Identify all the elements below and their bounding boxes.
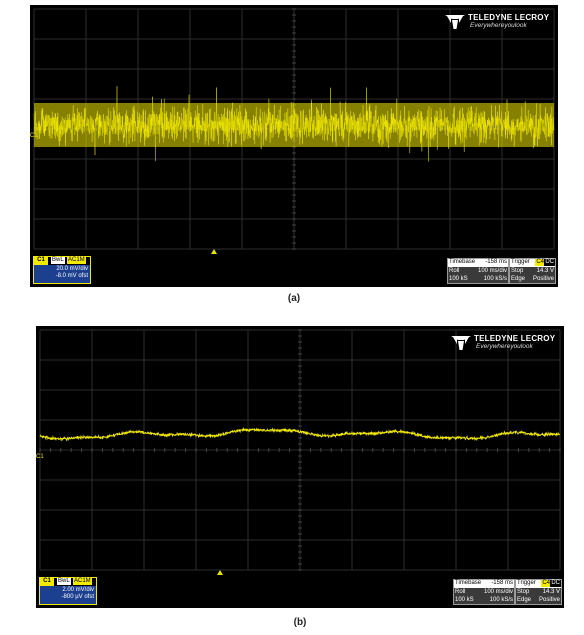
channel-name: C1 xyxy=(34,257,48,265)
vertical-scale: 2.00 mV/div xyxy=(62,587,94,593)
channel-marker: C1 xyxy=(30,133,38,139)
brand-logo: TELEDYNE LECROY Everywhereyoulook xyxy=(444,13,552,35)
trigger-position-marker xyxy=(217,570,223,575)
channel-descriptor[interactable]: C1 BwL AC1M 2.00 mV/div -800 µV ofst xyxy=(39,577,97,605)
trigger-position-marker xyxy=(211,249,217,254)
vertical-scale: 20.0 mV/div xyxy=(56,266,88,272)
timebase-descriptor[interactable]: Timebase -158 ms Roll 100 ms/div 100 kS … xyxy=(447,258,509,284)
figure-caption-b: (b) xyxy=(293,617,307,628)
trigger-coupling: DC xyxy=(544,259,555,266)
trigger-type: Edge xyxy=(517,597,532,603)
trigger-descriptor[interactable]: Trigger C4 DC Stop 14.3 V Edge Positive xyxy=(515,579,562,605)
trigger-level: 14.3 V xyxy=(536,268,554,274)
brand-logo: TELEDYNE LECROY Everywhereyoulook xyxy=(450,334,558,356)
figure-caption-a: (a) xyxy=(287,293,301,304)
sample-rate: 100 kS/s xyxy=(483,276,507,282)
brand-tagline: Everywhereyoulook xyxy=(476,343,533,350)
timebase-descriptor[interactable]: Timebase -158 ms Roll 100 ms/div 100 kS … xyxy=(453,579,515,605)
brand-name: TELEDYNE LECROY xyxy=(468,13,550,22)
channel-descriptor-header: C1 BwL AC1M xyxy=(34,257,90,265)
trigger-descriptor[interactable]: Trigger C4 DC Stop 14.3 V Edge Positive xyxy=(509,258,556,284)
coupling-badge: AC1M xyxy=(67,257,86,264)
bandwidth-limit-badge: BwL xyxy=(51,257,65,264)
vertical-offset: -800 µV ofst xyxy=(61,594,94,600)
timebase-delay: -158 ms xyxy=(485,259,507,265)
coupling-badge: AC1M xyxy=(73,578,92,585)
teledyne-logo-icon xyxy=(451,336,471,350)
bandwidth-limit-badge: BwL xyxy=(57,578,71,585)
timebase-label: Timebase xyxy=(449,259,476,265)
graticule xyxy=(39,329,561,571)
trigger-slope: Positive xyxy=(532,276,554,282)
sample-count: 100 kS xyxy=(455,597,474,603)
channel-name: C1 xyxy=(40,578,54,586)
waveform-trace xyxy=(39,427,561,442)
trigger-label: Trigger xyxy=(511,259,530,265)
timebase-label: Timebase xyxy=(455,580,482,586)
channel-descriptor-body xyxy=(40,586,96,604)
channel-marker: C1 xyxy=(36,454,44,460)
timebase-trigger-descriptor: Timebase -158 ms Roll 100 ms/div 100 kS … xyxy=(447,258,556,284)
acquisition-mode: Roll xyxy=(449,268,460,274)
brand-name: TELEDYNE LECROY xyxy=(474,334,556,343)
waveform-display-b xyxy=(39,329,561,571)
trigger-channel: C4 xyxy=(535,259,545,266)
trigger-slope: Positive xyxy=(538,597,560,603)
brand-tagline: Everywhereyoulook xyxy=(470,22,527,29)
timebase-delay: -158 ms xyxy=(491,580,513,586)
graticule xyxy=(33,8,555,250)
channel-descriptor[interactable]: C1 BwL AC1M 20.0 mV/div -8.0 mV ofst xyxy=(33,256,91,284)
trigger-channel: C4 xyxy=(541,580,551,587)
waveform-core xyxy=(34,103,554,147)
trigger-level: 14.3 V xyxy=(542,589,560,595)
trigger-label: Trigger xyxy=(517,580,536,586)
trigger-coupling: DC xyxy=(550,580,561,587)
oscilloscope-screen-a: TELEDYNE LECROY Everywhereyoulook C1 C1 … xyxy=(30,5,558,287)
channel-descriptor-header: C1 BwL AC1M xyxy=(40,578,96,586)
time-per-div: 100 ms/div xyxy=(483,589,513,595)
sample-rate: 100 kS/s xyxy=(489,597,513,603)
vertical-offset: -8.0 mV ofst xyxy=(55,273,88,279)
oscilloscope-screen-b: TELEDYNE LECROY Everywhereyoulook C1 C1 … xyxy=(36,326,564,608)
channel-descriptor-body xyxy=(34,265,90,283)
trigger-state: Stop xyxy=(517,589,530,595)
waveform-display-a xyxy=(33,8,555,250)
trigger-type: Edge xyxy=(511,276,526,282)
teledyne-logo-icon xyxy=(445,15,465,29)
timebase-trigger-descriptor: Timebase -158 ms Roll 100 ms/div 100 kS … xyxy=(453,579,562,605)
sample-count: 100 kS xyxy=(449,276,468,282)
trigger-state: Stop xyxy=(511,268,524,274)
time-per-div: 100 ms/div xyxy=(477,268,507,274)
acquisition-mode: Roll xyxy=(455,589,466,595)
